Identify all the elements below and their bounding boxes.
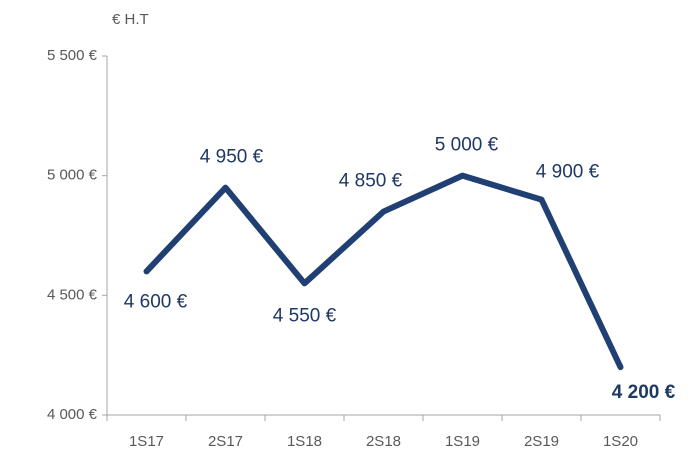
x-tick-label: 1S17 [129, 433, 164, 450]
x-tick-label: 1S18 [287, 433, 322, 450]
value-label: 5 000 € [435, 135, 499, 156]
x-tick-label: 2S18 [366, 433, 401, 450]
value-label: 4 850 € [339, 171, 403, 192]
y-axis-label: € H.T [112, 11, 149, 28]
y-tick-label: 4 000 € [47, 406, 98, 423]
value-label: 4 900 € [536, 162, 600, 183]
y-tick-label: 4 500 € [47, 286, 98, 303]
x-tick-label: 2S19 [524, 433, 559, 450]
x-tick-label: 1S20 [603, 433, 638, 450]
value-label: 4 600 € [124, 291, 188, 312]
value-label: 4 950 € [200, 147, 264, 168]
value-label: 4 200 € [612, 382, 676, 403]
line [143, 172, 624, 371]
y-tick-label: 5 500 € [47, 47, 98, 64]
x-tick-label: 2S17 [208, 433, 243, 450]
y-tick-label: 5 000 € [47, 167, 98, 184]
value-label: 4 550 € [273, 305, 337, 326]
x-tick-label: 1S19 [445, 433, 480, 450]
